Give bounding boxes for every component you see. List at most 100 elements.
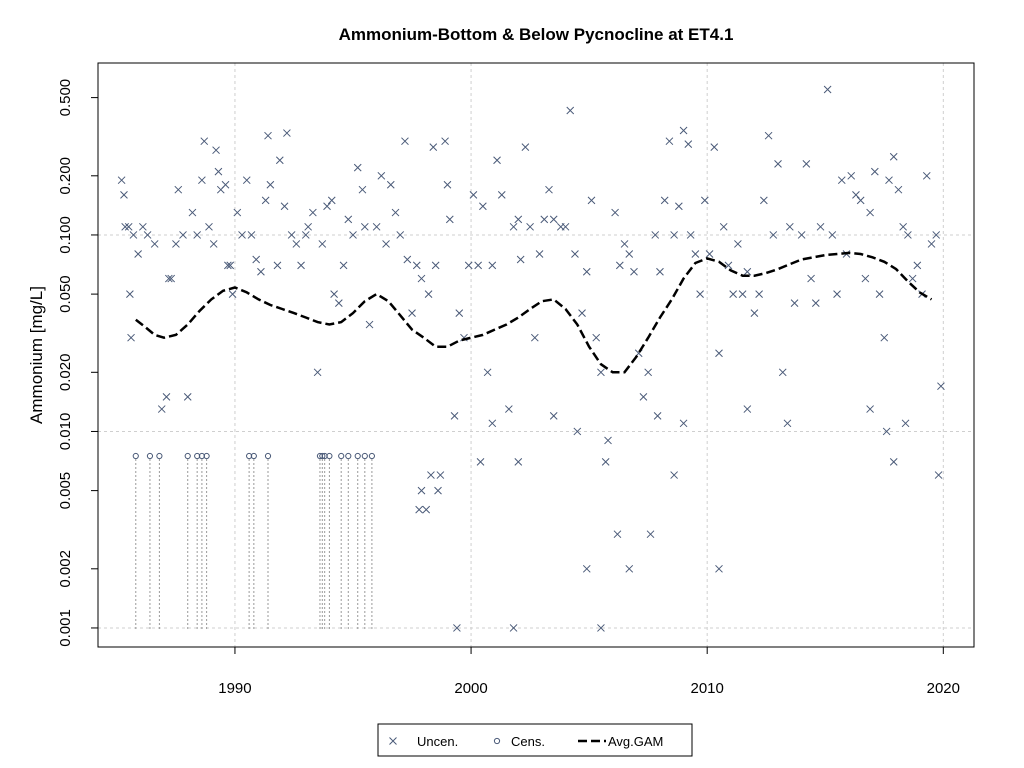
uncensored-point [620,240,629,248]
uncensored-point [493,156,501,165]
uncensored-point [823,85,832,94]
uncensored-point [615,261,624,270]
uncensored-point [875,290,884,298]
x-tick-label: 2010 [690,680,723,697]
uncensored-point [908,274,917,283]
uncensored-point [611,208,619,217]
gam-curve [135,251,933,374]
uncensored-point [734,240,742,248]
uncensored-point [922,171,931,180]
uncensored-point [764,131,773,140]
uncensored-point [549,412,558,420]
uncensored-point [434,486,442,495]
uncensored-point [847,171,856,180]
uncensored-point [904,231,912,239]
uncensored-point [344,215,353,224]
uncensored-point [292,240,301,248]
uncensored-point [597,624,605,632]
uncensored-point [530,333,539,342]
uncensored-point [497,190,506,199]
uncensored-point [233,208,242,217]
uncensored-point [391,208,400,217]
uncensored-point [252,255,261,264]
uncensored-point [415,505,423,514]
legend-circle-symbol [493,737,501,745]
y-tick-label: 0.100 [57,216,74,254]
uncensored-point [441,137,449,146]
uncensored-point [755,290,763,298]
uncensored-point [365,320,374,329]
y-tick-label: 0.050 [57,275,74,313]
uncensored-point [797,231,806,239]
uncensored-point [488,261,497,270]
uncensored-point [870,167,879,176]
uncensored-point [124,222,133,231]
x-axis: 1990 2000 2010 2020 [218,647,960,697]
legend-label: Uncen. [417,734,458,749]
uncensored-point [613,530,622,539]
uncensored-point [937,382,945,391]
uncensored-point [214,167,223,176]
plot-frame [97,62,975,648]
uncensored-point [540,215,549,224]
uncensored-point [582,267,591,276]
uncensored-point [646,530,655,539]
uncensored-point [679,126,688,135]
uncensored-point [226,261,235,270]
uncensored-point [535,250,544,258]
uncensored-point [889,458,898,466]
uncensored-point [353,163,362,172]
x-tick-label: 2020 [927,680,960,697]
uncensored-point [129,231,138,239]
uncensored-point [358,185,367,194]
uncensored-point [228,290,237,298]
uncensored-point [200,137,209,146]
censored-lines [135,459,373,629]
uncensored-point [934,471,943,479]
uncensored-point [729,290,738,298]
uncensored-point [304,222,312,231]
points [117,85,945,632]
uncensored-point [894,185,903,194]
uncensored-point [377,171,386,180]
uncensored-point [743,267,752,276]
uncensored-point [412,261,421,270]
uncensored-point [167,274,176,283]
uncensored-point [927,240,936,248]
uncensored-point [121,222,130,231]
uncensored-point [117,176,126,185]
uncensored-point [710,143,719,151]
uncensored-point [183,392,192,401]
uncensored-point [209,240,218,248]
uncensored-point [280,202,289,211]
uncensored-point [700,196,709,205]
y-axis-label: Ammonium [mg/L] [27,286,46,424]
censored-point [184,452,191,460]
uncensored-point [571,250,579,258]
y-tick-label: 0.500 [57,79,74,117]
censored-point [368,452,375,460]
censored-point [319,452,326,460]
uncensored-point [665,137,674,146]
uncensored-point [769,231,778,239]
uncensored-point [743,405,752,413]
legend-x-symbol [389,737,397,745]
uncensored-point [242,176,251,185]
uncensored-point [382,240,390,248]
uncensored-point [247,231,256,239]
uncensored-point [143,231,152,239]
uncensored-point [526,222,534,231]
censored-point [345,452,352,460]
uncensored-point [674,202,683,211]
uncensored-point [828,231,837,239]
uncensored-point [601,458,610,466]
uncensored-point [139,222,147,231]
uncensored-point [889,152,898,161]
uncensored-point [778,368,787,377]
uncensored-point [334,299,343,307]
censored-point [250,452,257,460]
uncensored-point [774,160,782,168]
uncensored-point [719,222,728,231]
uncensored-point [549,215,558,224]
gam-line [135,251,933,374]
